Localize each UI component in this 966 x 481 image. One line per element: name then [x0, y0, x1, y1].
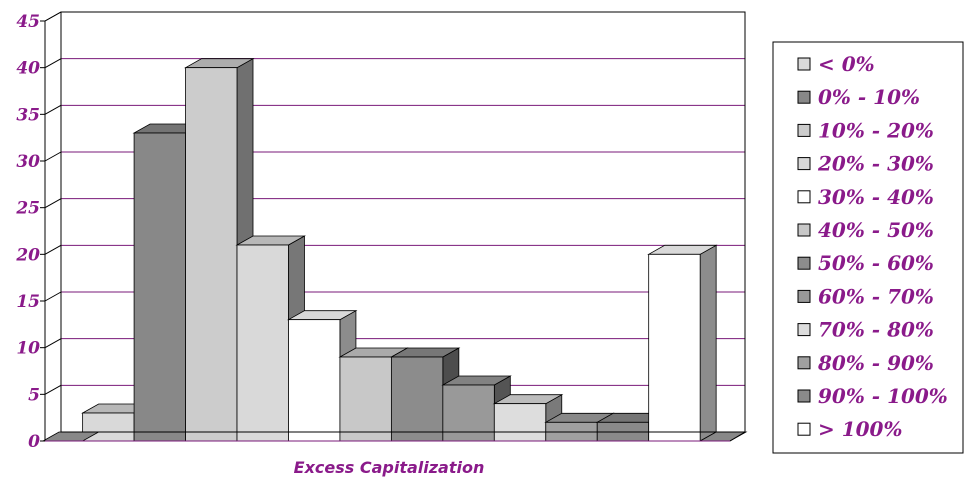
bar-front: [391, 357, 442, 441]
bar-front: [494, 404, 545, 441]
legend-swatch-8: [798, 290, 810, 302]
y-tick-labels: 0 5 10 15 20 25 30 35 40 45: [15, 12, 40, 452]
legend-label-12: > 100%: [818, 417, 902, 441]
y-tick-label-45: 45: [16, 12, 40, 32]
y-tick-label-40: 40: [16, 59, 40, 79]
legend-swatch-1: [798, 58, 810, 70]
bar-front: [237, 245, 288, 441]
legend-swatch-11: [798, 390, 810, 402]
y-tick-label-0: 0: [28, 432, 40, 452]
legend-label-8: 60% - 70%: [818, 284, 934, 308]
legend-label-2: 0% - 10%: [818, 85, 920, 109]
legend-swatch-4: [798, 158, 810, 170]
bar-front: [186, 68, 237, 441]
legend-label-5: 30% - 40%: [818, 185, 934, 209]
legend-swatch-5: [798, 191, 810, 203]
y-tick-label-5: 5: [28, 385, 40, 405]
y-tick-label-20: 20: [15, 245, 40, 265]
y-tick-label-10: 10: [16, 339, 40, 359]
gridline-diag-35: [45, 105, 61, 114]
bar-side: [700, 245, 716, 441]
bar-front: [649, 254, 700, 441]
gridline-diag-40: [45, 59, 61, 68]
gridline-diag-30: [45, 152, 61, 161]
legend-label-4: 20% - 30%: [817, 152, 934, 176]
legend-swatch-6: [798, 224, 810, 236]
legend-swatch-12: [798, 423, 810, 435]
gridline-diag-5: [45, 385, 61, 394]
legend-swatch-10: [798, 357, 810, 369]
legend: < 0% 0% - 10% 10% - 20% 20% - 30% 30% - 40% 4…: [773, 42, 963, 453]
y-tick-label-30: 30: [16, 152, 40, 172]
bar-front: [134, 133, 185, 441]
legend-swatch-3: [798, 124, 810, 136]
gridline-diag-10: [45, 339, 61, 348]
y-tick-label-35: 35: [16, 105, 40, 125]
gridline-diag-20: [45, 245, 61, 254]
bars: [43, 59, 746, 441]
legend-label-10: 80% - 90%: [817, 351, 934, 375]
legend-label-3: 10% - 20%: [818, 118, 934, 142]
bar-front: [340, 357, 391, 441]
legend-swatch-9: [798, 324, 810, 336]
legend-swatch-2: [798, 91, 810, 103]
gridline-diag-25: [45, 199, 61, 208]
bar-front: [288, 320, 339, 441]
legend-label-7: 50% - 60%: [818, 251, 934, 275]
legend-label-11: 90% - 100%: [818, 384, 948, 408]
bar-12: [649, 245, 716, 441]
legend-label-1: < 0%: [818, 52, 875, 76]
y-tick-label-25: 25: [15, 199, 40, 219]
x-axis-title: Excess Capitalization: [294, 458, 485, 477]
legend-label-6: 40% - 50%: [818, 218, 934, 242]
y-axis-top-diag: [45, 12, 61, 21]
legend-label-9: 70% - 80%: [818, 318, 934, 342]
gridline-diag-15: [45, 292, 61, 301]
legend-swatch-7: [798, 257, 810, 269]
y-tick-label-15: 15: [16, 292, 40, 312]
bar-front: [443, 385, 494, 441]
